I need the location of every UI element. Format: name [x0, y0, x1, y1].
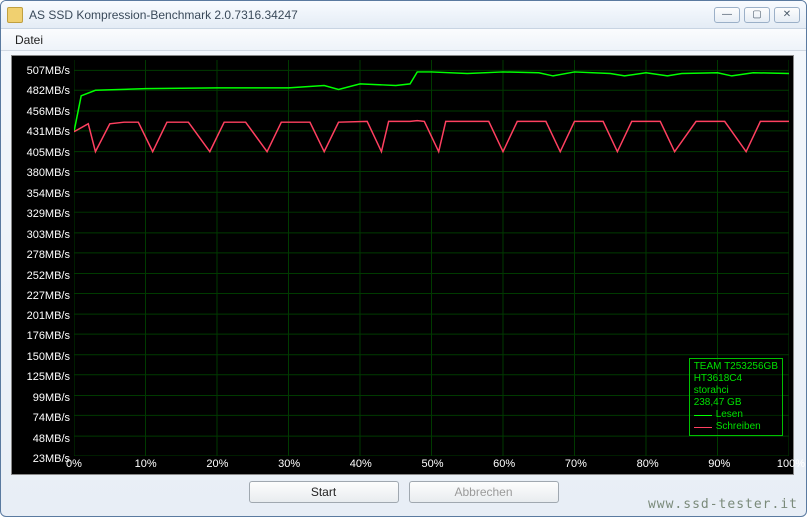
y-tick-label: 227MB/s [27, 290, 70, 302]
y-tick-label: 99MB/s [33, 392, 70, 404]
start-button[interactable]: Start [249, 481, 399, 503]
x-tick-label: 0% [66, 458, 82, 470]
y-tick-label: 456MB/s [27, 106, 70, 118]
x-tick-label: 30% [278, 458, 300, 470]
y-tick-label: 482MB/s [27, 85, 70, 97]
app-icon [7, 7, 23, 23]
y-tick-label: 201MB/s [27, 310, 70, 322]
y-tick-label: 125MB/s [27, 371, 70, 383]
y-tick-label: 48MB/s [33, 433, 70, 445]
x-tick-label: 90% [708, 458, 730, 470]
y-tick-label: 150MB/s [27, 351, 70, 363]
window-controls: — ▢ ✕ [714, 7, 800, 23]
y-tick-label: 380MB/s [27, 167, 70, 179]
y-tick-label: 176MB/s [27, 330, 70, 342]
watermark: www.ssd-tester.it [648, 497, 798, 512]
close-button[interactable]: ✕ [774, 7, 800, 23]
y-tick-label: 252MB/s [27, 270, 70, 282]
x-tick-label: 60% [493, 458, 515, 470]
legend-entry: Schreiben [694, 421, 778, 433]
chart: 507MB/s 482MB/s 456MB/s 431MB/s 405MB/s 380MB… [11, 55, 794, 475]
content: 507MB/s 482MB/s 456MB/s 431MB/s 405MB/s 380MB… [1, 51, 806, 511]
x-tick-label: 10% [135, 458, 157, 470]
legend-entry: Lesen [694, 409, 778, 421]
legend-box: TEAM T253256GBHT3618C4storahci238,47 GBL… [689, 358, 783, 436]
window-title: AS SSD Kompression-Benchmark 2.0.7316.34… [29, 8, 714, 22]
titlebar[interactable]: AS SSD Kompression-Benchmark 2.0.7316.34… [1, 1, 806, 29]
y-tick-label: 405MB/s [27, 147, 70, 159]
legend-swatch [694, 427, 712, 428]
menubar: Datei [1, 29, 806, 51]
minimize-button[interactable]: — [714, 7, 740, 23]
y-tick-label: 431MB/s [27, 126, 70, 138]
y-tick-label: 354MB/s [27, 188, 70, 200]
maximize-button[interactable]: ▢ [744, 7, 770, 23]
legend-info-line: storahci [694, 385, 778, 397]
x-tick-label: 40% [350, 458, 372, 470]
y-tick-label: 74MB/s [33, 412, 70, 424]
legend-swatch [694, 415, 712, 416]
x-tick-label: 20% [206, 458, 228, 470]
chart-svg [74, 60, 789, 456]
menu-datei[interactable]: Datei [9, 31, 49, 49]
y-tick-label: 303MB/s [27, 229, 70, 241]
y-tick-label: 507MB/s [27, 65, 70, 77]
legend-label: Schreiben [716, 421, 761, 433]
x-tick-label: 70% [565, 458, 587, 470]
y-tick-label: 23MB/s [33, 453, 70, 465]
app-window: AS SSD Kompression-Benchmark 2.0.7316.34… [0, 0, 807, 517]
legend-info-line: TEAM T253256GB [694, 361, 778, 373]
legend-label: Lesen [716, 409, 743, 421]
y-tick-label: 278MB/s [27, 249, 70, 261]
legend-info-line: 238,47 GB [694, 397, 778, 409]
y-tick-label: 329MB/s [27, 208, 70, 220]
x-axis-labels: 0%10%20%30%40%50%60%70%80%90%100% [74, 458, 791, 474]
x-tick-label: 100% [777, 458, 805, 470]
plot-area: TEAM T253256GBHT3618C4storahci238,47 GBL… [74, 60, 789, 456]
x-tick-label: 80% [637, 458, 659, 470]
cancel-button: Abbrechen [409, 481, 559, 503]
x-tick-label: 50% [421, 458, 443, 470]
legend-info-line: HT3618C4 [694, 373, 778, 385]
